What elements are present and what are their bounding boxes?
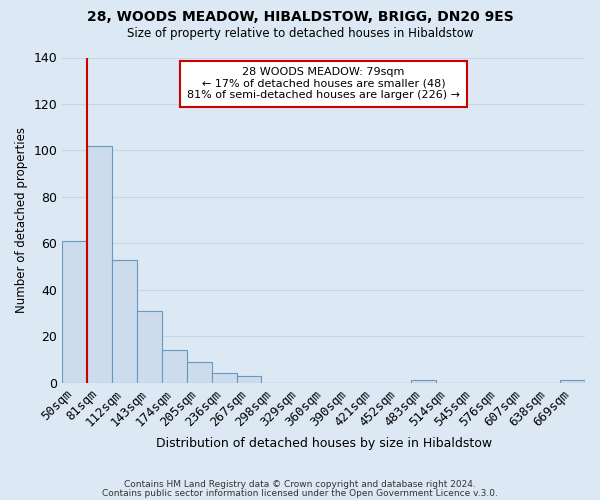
Bar <box>212 374 236 383</box>
Bar <box>62 241 87 383</box>
Text: 28, WOODS MEADOW, HIBALDSTOW, BRIGG, DN20 9ES: 28, WOODS MEADOW, HIBALDSTOW, BRIGG, DN2… <box>86 10 514 24</box>
X-axis label: Distribution of detached houses by size in Hibaldstow: Distribution of detached houses by size … <box>155 437 492 450</box>
Bar <box>112 260 137 383</box>
Text: Size of property relative to detached houses in Hibaldstow: Size of property relative to detached ho… <box>127 28 473 40</box>
Text: Contains HM Land Registry data © Crown copyright and database right 2024.: Contains HM Land Registry data © Crown c… <box>124 480 476 489</box>
Bar <box>411 380 436 383</box>
Y-axis label: Number of detached properties: Number of detached properties <box>15 127 28 313</box>
Bar <box>87 146 112 383</box>
Bar <box>162 350 187 383</box>
Text: Contains public sector information licensed under the Open Government Licence v.: Contains public sector information licen… <box>102 488 498 498</box>
Bar <box>187 362 212 383</box>
Text: 28 WOODS MEADOW: 79sqm
← 17% of detached houses are smaller (48)
81% of semi-det: 28 WOODS MEADOW: 79sqm ← 17% of detached… <box>187 68 460 100</box>
Bar <box>236 376 262 383</box>
Bar <box>137 311 162 383</box>
Bar <box>560 380 585 383</box>
